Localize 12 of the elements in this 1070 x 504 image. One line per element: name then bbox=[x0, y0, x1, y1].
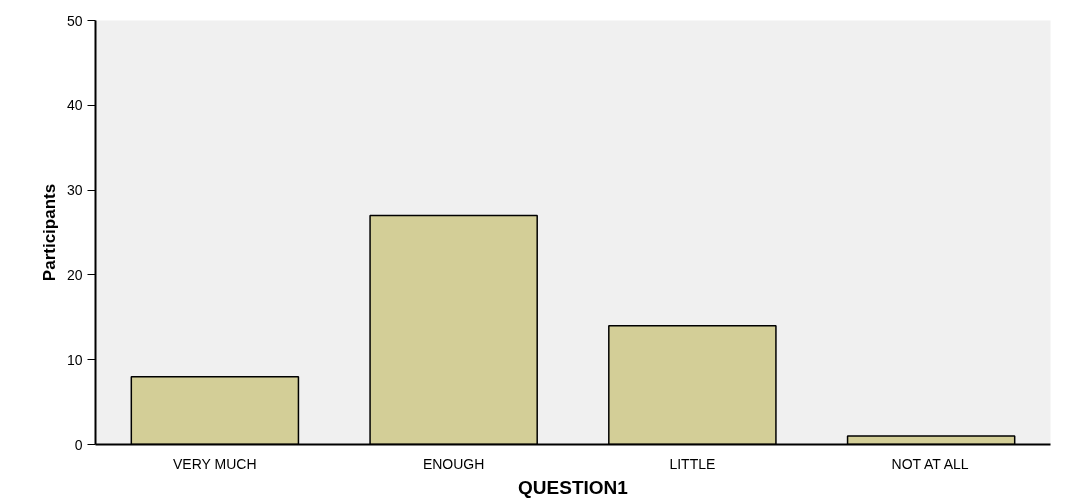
x-tick-label: LITTLE bbox=[669, 455, 716, 472]
y-tick-label: 0 bbox=[74, 436, 83, 453]
y-tick-label: 10 bbox=[66, 351, 83, 368]
y-tick-label: 20 bbox=[66, 266, 83, 283]
y-tick-label: 50 bbox=[66, 12, 83, 29]
x-axis-title: QUESTION1 bbox=[518, 476, 629, 498]
y-axis-title: Participants bbox=[39, 183, 59, 282]
y-tick-label: 40 bbox=[66, 97, 83, 114]
x-tick-label: NOT AT ALL bbox=[891, 455, 969, 472]
x-tick-label: VERY MUCH bbox=[173, 455, 257, 472]
x-tick-label: ENOUGH bbox=[422, 455, 485, 472]
y-tick-label: 30 bbox=[66, 182, 83, 199]
